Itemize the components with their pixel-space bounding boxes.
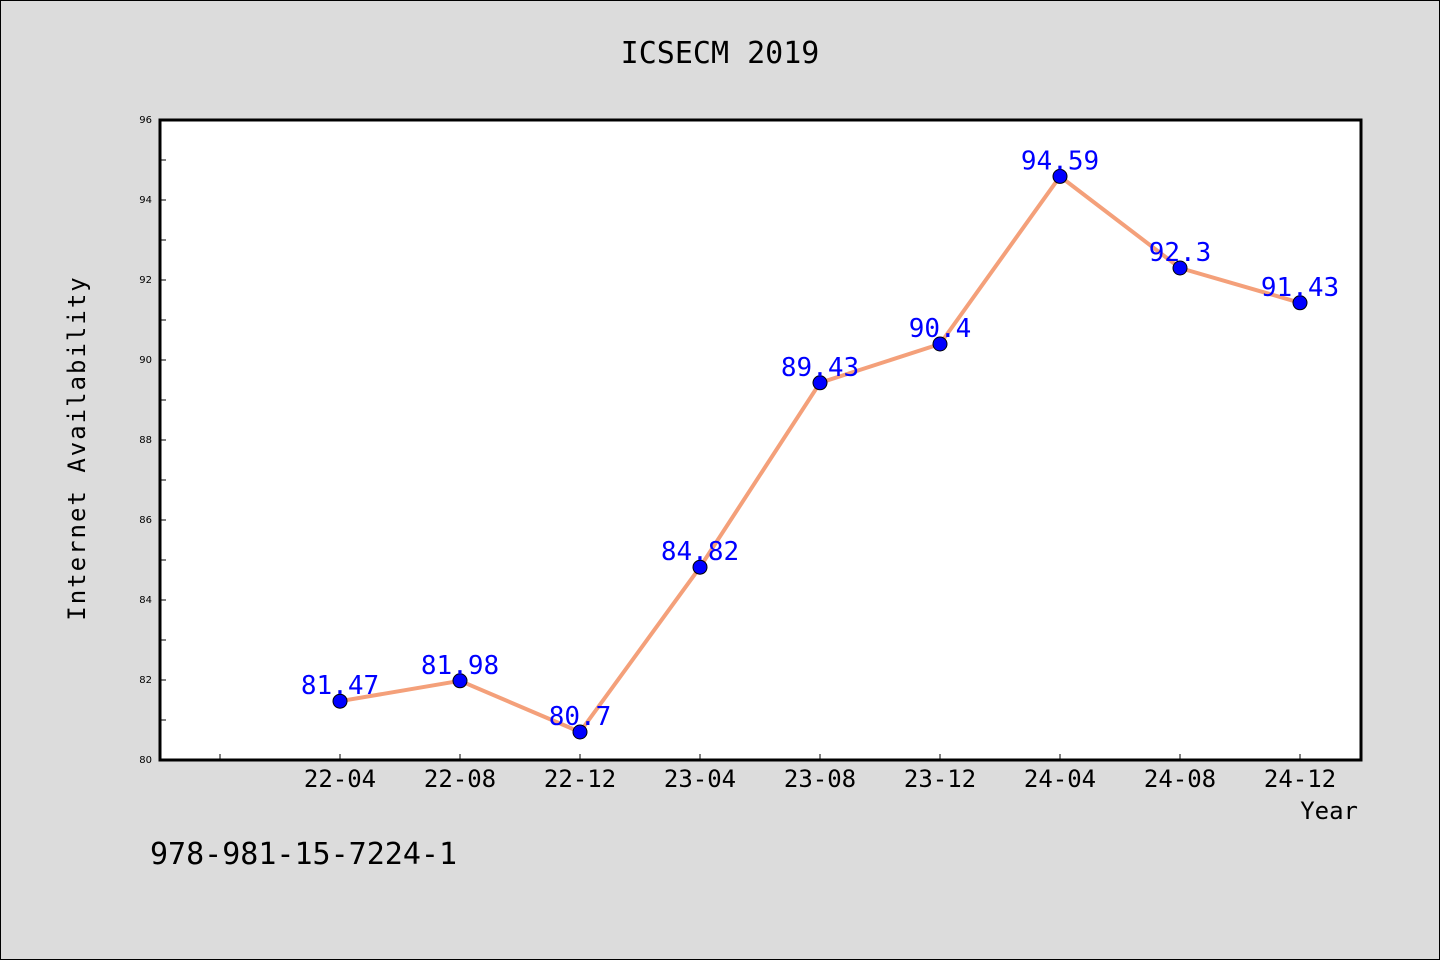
y-tick-label: 86 xyxy=(139,515,152,526)
data-label: 84.82 xyxy=(661,537,739,567)
data-label: 81.98 xyxy=(421,651,499,681)
data-label: 94.59 xyxy=(1021,146,1099,176)
y-tick-label: 90 xyxy=(139,355,152,366)
y-tick-label: 82 xyxy=(139,675,152,686)
data-label: 91.43 xyxy=(1261,273,1339,303)
chart-title: ICSECM 2019 xyxy=(621,36,820,71)
data-point xyxy=(812,375,828,391)
data-label: 92.3 xyxy=(1149,238,1212,268)
data-point xyxy=(332,693,348,709)
data-label: 89.43 xyxy=(781,353,859,383)
y-tick-label: 88 xyxy=(139,435,152,446)
y-tick-label: 80 xyxy=(139,755,152,766)
y-tick-label: 84 xyxy=(139,595,152,606)
x-axis: 22-04 22-08 22-12 23-04 23-08 23-12 24-04 24-08… xyxy=(219,754,1336,793)
x-axis-label: Year xyxy=(1300,797,1358,825)
x-tick-label: 22-08 xyxy=(424,765,496,793)
y-axis: 80 82 84 86 88 90 92 94 96 xyxy=(139,115,166,766)
data-label: 90.4 xyxy=(909,314,972,344)
x-tick-label: 24-04 xyxy=(1024,765,1096,793)
data-labels: 81.47 81.98 80.7 84.82 89.43 90.4 94.59 92.3 91.… xyxy=(301,146,1339,732)
y-axis-label: Internet Availability xyxy=(63,275,91,620)
data-point xyxy=(572,724,588,740)
data-point xyxy=(932,336,948,352)
isbn-footer: 978-981-15-7224-1 xyxy=(150,837,457,872)
y-tick-label: 96 xyxy=(139,115,152,126)
data-point xyxy=(1052,168,1068,184)
data-point xyxy=(452,673,468,689)
data-label: 81.47 xyxy=(301,671,379,701)
x-tick-label: 23-04 xyxy=(664,765,736,793)
data-point xyxy=(1172,260,1188,276)
data-label: 80.7 xyxy=(549,702,612,732)
x-tick-label: 23-12 xyxy=(904,765,976,793)
x-tick-label: 22-04 xyxy=(304,765,376,793)
x-tick-label: 24-12 xyxy=(1264,765,1336,793)
x-tick-label: 24-08 xyxy=(1144,765,1216,793)
y-tick-label: 94 xyxy=(139,195,152,206)
x-tick-label: 22-12 xyxy=(544,765,616,793)
plot-area xyxy=(158,118,1363,762)
series-line-group xyxy=(332,168,1308,740)
y-tick-label: 92 xyxy=(139,275,152,286)
data-point xyxy=(692,559,708,575)
data-point xyxy=(1292,295,1308,311)
x-tick-label: 23-08 xyxy=(784,765,856,793)
